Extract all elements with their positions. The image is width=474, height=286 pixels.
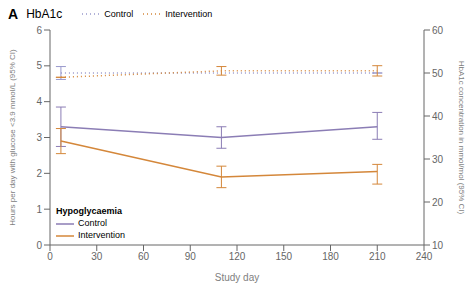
html-text:Control: Control: [78, 218, 107, 228]
svg-text:0: 0: [36, 240, 42, 251]
html-text:Intervention: Intervention: [165, 8, 213, 19]
svg-text:10: 10: [432, 240, 444, 251]
svg-text:2: 2: [36, 168, 42, 179]
html-text:Control: Control: [104, 8, 134, 19]
svg-text:3: 3: [36, 132, 42, 143]
svg-text:60: 60: [432, 25, 444, 36]
svg-text:240: 240: [416, 251, 433, 262]
html-text:HbA1c: HbA1c: [26, 7, 63, 21]
svg-text:60: 60: [138, 251, 150, 262]
html-text:A: A: [8, 6, 19, 22]
svg-text:30: 30: [432, 154, 444, 165]
svg-text:50: 50: [432, 68, 444, 79]
svg-text:Hours per day with glucose <3.: Hours per day with glucose <3.9 mmol/L (…: [8, 49, 17, 226]
html-text:Hypoglycaemia: Hypoglycaemia: [56, 206, 122, 216]
svg-text:150: 150: [275, 251, 292, 262]
svg-text:1: 1: [36, 204, 42, 215]
svg-text:20: 20: [432, 197, 444, 208]
svg-text:120: 120: [229, 251, 246, 262]
html-text:Intervention: Intervention: [78, 230, 125, 240]
svg-text:Study day: Study day: [215, 272, 259, 283]
svg-text:210: 210: [369, 251, 386, 262]
svg-text:90: 90: [185, 251, 197, 262]
svg-text:0: 0: [47, 251, 53, 262]
svg-text:HbA1c concentration in mmol/mo: HbA1c concentration in mmol/mol (95% CI): [457, 61, 466, 215]
svg-text:180: 180: [322, 251, 339, 262]
svg-text:6: 6: [36, 25, 42, 36]
svg-text:4: 4: [36, 96, 42, 107]
svg-text:30: 30: [91, 251, 103, 262]
svg-text:5: 5: [36, 60, 42, 71]
svg-text:40: 40: [432, 111, 444, 122]
